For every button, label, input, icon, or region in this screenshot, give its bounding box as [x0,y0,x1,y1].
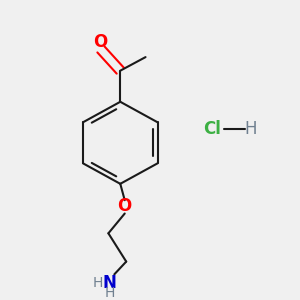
Text: H: H [245,120,257,138]
Text: Cl: Cl [203,120,221,138]
Text: O: O [93,33,107,51]
Text: H: H [105,286,115,300]
Text: H: H [93,276,103,290]
Text: N: N [103,274,117,292]
Text: O: O [118,197,132,215]
